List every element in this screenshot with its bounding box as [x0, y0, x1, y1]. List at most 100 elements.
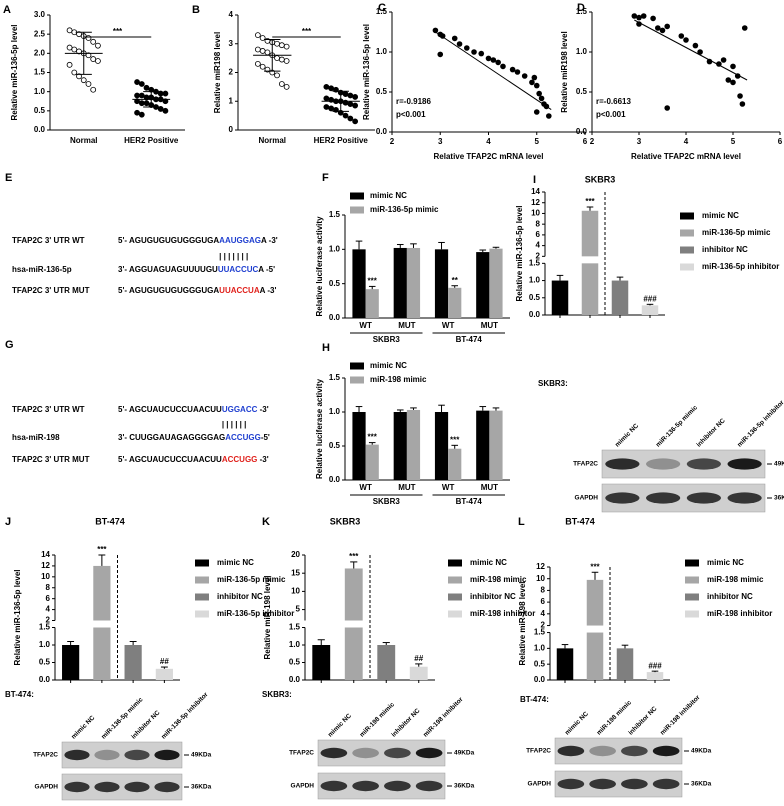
data-point — [71, 69, 78, 76]
lane-label: miR-198 inhibitor — [422, 696, 465, 739]
y-tick-label: 4 — [536, 241, 541, 250]
y-tick-label: 0.5 — [34, 106, 46, 115]
x-axis-label: Relative TFAP2C mRNA level — [434, 152, 544, 161]
y-tick-label: 0.5 — [529, 293, 541, 302]
sequence-part: A -5' — [258, 265, 275, 274]
y-tick-label: 2 — [46, 616, 51, 625]
legend-label: miR-136-5p inhibitor — [702, 262, 779, 271]
significance-label: *** — [585, 197, 595, 206]
sequence-part: -5' — [261, 433, 270, 442]
data-point — [432, 27, 439, 34]
data-point — [533, 109, 540, 115]
bar — [352, 249, 366, 318]
data-point — [531, 74, 538, 81]
legend-label: mimic NC — [707, 558, 744, 567]
sequence-part: UGGACC — [222, 405, 258, 414]
bar — [646, 672, 664, 680]
lane-label: mimic NC — [70, 714, 96, 740]
group-label: SKBR3 — [373, 497, 401, 506]
y-tick-label: 1.0 — [39, 640, 51, 649]
data-point — [90, 38, 97, 45]
group-label: SKBR3 — [373, 335, 401, 344]
data-point — [259, 63, 266, 70]
legend-swatch — [685, 610, 699, 618]
legend-label: miR-136-5p mimic — [217, 575, 286, 584]
y-tick-label: 2 — [541, 621, 546, 630]
y-tick-label: 1.0 — [34, 87, 46, 96]
cell-line-label: SKBR3: — [262, 690, 292, 699]
bar — [434, 249, 449, 318]
sequence-part: ACCUGG — [222, 455, 258, 464]
bar — [365, 444, 379, 480]
data-point — [328, 85, 335, 92]
y-tick-label: 2.0 — [34, 48, 46, 57]
y-tick-label: 20 — [291, 550, 300, 559]
data-point — [66, 44, 73, 51]
data-point — [471, 49, 477, 55]
annotation: p<0.001 — [396, 110, 426, 119]
data-point — [730, 79, 736, 86]
bar — [62, 645, 80, 680]
axis-break-gap — [585, 625, 605, 633]
data-point — [342, 112, 349, 119]
y-tick-label: 0.5 — [329, 441, 341, 450]
legend-label: mimic NC — [370, 361, 407, 370]
legend-swatch — [195, 610, 209, 618]
x-tick-label: 6 — [778, 137, 783, 146]
data-point — [259, 35, 266, 41]
bar — [406, 409, 421, 480]
data-point — [347, 92, 354, 99]
size-label: 36KDa — [454, 783, 475, 790]
chart-title: SKBR3 — [330, 516, 361, 526]
data-point — [328, 105, 335, 112]
x-tick-label: HER2 Positive — [314, 136, 369, 145]
axis-break-gap — [92, 620, 112, 628]
y-tick-label: 1 — [229, 96, 234, 105]
blot-band — [621, 778, 648, 790]
axis-break-gap — [343, 620, 364, 628]
y-tick-label: 12 — [531, 198, 540, 207]
y-tick-label: 15 — [291, 568, 300, 577]
data-point — [66, 61, 73, 68]
data-point — [138, 92, 145, 99]
band-label: TFAP2C — [33, 752, 58, 759]
data-point — [500, 63, 506, 70]
sequence-part: 3'- CUUGGAUAGAGGGGAG — [118, 433, 225, 442]
y-tick-label: 0.5 — [576, 87, 588, 96]
sequence-part: A -3' — [260, 286, 277, 295]
blot-band — [320, 747, 348, 759]
y-tick-label: 12 — [41, 561, 50, 570]
x-tick-label: 3 — [637, 137, 642, 146]
data-point — [720, 57, 727, 63]
legend-label: mimic NC — [702, 211, 739, 220]
legend-swatch — [680, 246, 694, 254]
y-tick-label: 0.5 — [289, 658, 301, 667]
blot-band — [652, 778, 680, 790]
y-tick-label: 0 — [229, 125, 234, 134]
y-tick-label: 0.5 — [329, 279, 341, 288]
y-tick-label: 10 — [41, 572, 50, 581]
size-label: 49KDa — [191, 752, 212, 759]
bar — [641, 305, 659, 315]
data-point — [741, 25, 748, 31]
y-tick-label: 0.5 — [376, 87, 388, 96]
legend-swatch — [680, 229, 694, 237]
legend-label: mimic NC — [217, 558, 254, 567]
x-tick-label: MUT — [481, 483, 498, 492]
y-tick-label: 8 — [46, 583, 51, 592]
band-label: TFAP2C — [289, 750, 314, 757]
group-label: BT-474 — [456, 335, 483, 344]
data-point — [631, 13, 638, 19]
y-tick-label: 6 — [46, 594, 51, 603]
data-point — [85, 81, 92, 87]
band-label: GAPDH — [35, 784, 59, 791]
blot-band — [154, 781, 180, 793]
y-tick-label: 6 — [536, 230, 541, 239]
bar — [489, 248, 503, 318]
legend-swatch — [195, 576, 209, 584]
data-point — [157, 106, 164, 112]
data-point — [162, 98, 169, 105]
data-point — [134, 79, 140, 85]
sequence: 5'- AGUGUGUGUGGGUGAAAUGGAGA -3' — [118, 236, 278, 245]
significance-label: *** — [590, 562, 600, 571]
